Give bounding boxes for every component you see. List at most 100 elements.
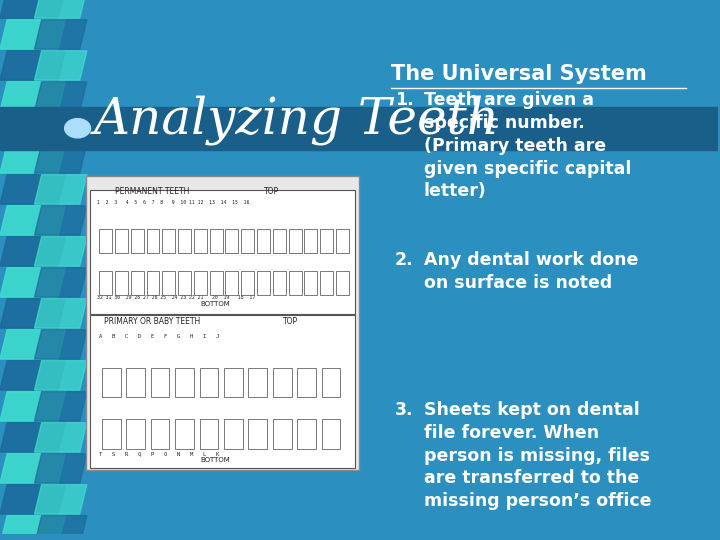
Bar	[224, 368, 243, 397]
Bar	[322, 420, 341, 449]
Polygon shape	[0, 113, 66, 142]
Bar	[99, 271, 112, 295]
Bar	[224, 420, 243, 449]
Polygon shape	[0, 82, 66, 111]
Polygon shape	[0, 206, 66, 235]
Bar	[175, 368, 194, 397]
Bar	[322, 368, 341, 397]
Bar	[210, 271, 222, 295]
Bar	[273, 271, 286, 295]
Polygon shape	[0, 485, 66, 514]
Bar	[257, 229, 270, 253]
Polygon shape	[0, 454, 66, 483]
Bar	[336, 229, 349, 253]
Bar	[305, 229, 318, 253]
Bar	[210, 229, 222, 253]
Polygon shape	[0, 175, 66, 204]
Bar	[305, 271, 318, 295]
Text: The Universal System: The Universal System	[392, 64, 647, 84]
Polygon shape	[35, 423, 87, 452]
Bar	[273, 368, 292, 397]
Polygon shape	[0, 20, 66, 49]
Bar	[90, 315, 356, 468]
Polygon shape	[0, 392, 66, 421]
Polygon shape	[35, 268, 87, 297]
Bar	[194, 271, 207, 295]
Bar	[178, 229, 191, 253]
Polygon shape	[35, 51, 87, 80]
Text: BOTTOM: BOTTOM	[201, 457, 230, 463]
Text: 1.: 1.	[395, 91, 413, 109]
Bar	[178, 271, 191, 295]
Text: A   B   C   D   E   F   G   H   I   J: A B C D E F G H I J	[99, 334, 220, 339]
Bar	[248, 420, 267, 449]
Polygon shape	[0, 330, 66, 359]
Bar	[297, 368, 316, 397]
Text: Teeth are given a
specific number.
(Primary teeth are
given specific capital
let: Teeth are given a specific number. (Prim…	[423, 91, 631, 200]
Bar	[131, 271, 143, 295]
Polygon shape	[35, 454, 87, 483]
Bar	[241, 229, 254, 253]
Polygon shape	[35, 82, 87, 111]
Bar	[146, 229, 159, 253]
Bar	[248, 368, 267, 397]
Polygon shape	[0, 299, 66, 328]
Polygon shape	[35, 516, 87, 540]
Polygon shape	[35, 485, 87, 514]
Text: TOP: TOP	[283, 316, 298, 326]
Bar	[297, 420, 316, 449]
Bar	[131, 229, 143, 253]
Bar	[320, 229, 333, 253]
Polygon shape	[35, 237, 87, 266]
Bar	[175, 420, 194, 449]
Bar	[162, 271, 175, 295]
Bar	[150, 368, 169, 397]
Bar	[0, 107, 718, 150]
Text: BOTTOM: BOTTOM	[201, 301, 230, 307]
Bar	[199, 368, 218, 397]
Text: Sheets kept on dental
file forever. When
person is missing, files
are transferre: Sheets kept on dental file forever. When…	[423, 401, 651, 510]
Text: PRIMARY OR BABY TEETH: PRIMARY OR BABY TEETH	[104, 316, 200, 326]
Bar	[289, 229, 302, 253]
Bar	[146, 271, 159, 295]
Bar	[194, 229, 207, 253]
Polygon shape	[0, 516, 66, 540]
Bar	[99, 229, 112, 253]
Polygon shape	[0, 51, 66, 80]
Text: TOP: TOP	[264, 187, 279, 196]
Polygon shape	[0, 268, 66, 297]
Bar	[273, 229, 286, 253]
Text: Analyzing Teeth: Analyzing Teeth	[94, 95, 500, 145]
Bar	[115, 229, 128, 253]
Bar	[257, 271, 270, 295]
Bar	[86, 177, 359, 470]
Bar	[289, 271, 302, 295]
Polygon shape	[35, 299, 87, 328]
Polygon shape	[35, 330, 87, 359]
Text: 2.: 2.	[395, 251, 413, 269]
Text: 1  2  3   4  5  6  7  8   9  10 11 12  13  14  15  16: 1 2 3 4 5 6 7 8 9 10 11 12 13 14 15 16	[97, 200, 249, 205]
Text: 32 31 30  29 28 27 26 25  24 23 22 21   20  19   18  17: 32 31 30 29 28 27 26 25 24 23 22 21 20 1…	[97, 295, 255, 300]
Polygon shape	[0, 237, 66, 266]
Bar	[115, 271, 128, 295]
Bar	[102, 420, 121, 449]
Bar	[199, 420, 218, 449]
Polygon shape	[0, 144, 66, 173]
Bar	[90, 191, 356, 314]
Polygon shape	[35, 175, 87, 204]
Text: PERMANENT TEETH: PERMANENT TEETH	[115, 187, 189, 196]
Bar	[102, 368, 121, 397]
Text: Any dental work done
on surface is noted: Any dental work done on surface is noted	[423, 251, 638, 292]
Polygon shape	[35, 144, 87, 173]
Circle shape	[65, 119, 91, 138]
Polygon shape	[35, 206, 87, 235]
Bar	[225, 271, 238, 295]
Polygon shape	[0, 361, 66, 390]
Polygon shape	[35, 361, 87, 390]
Bar	[150, 420, 169, 449]
Text: T   S   R   Q   P   O   N   M   L   K: T S R Q P O N M L K	[99, 452, 220, 457]
Polygon shape	[0, 0, 66, 18]
Bar	[225, 229, 238, 253]
Bar	[336, 271, 349, 295]
Bar	[127, 420, 145, 449]
